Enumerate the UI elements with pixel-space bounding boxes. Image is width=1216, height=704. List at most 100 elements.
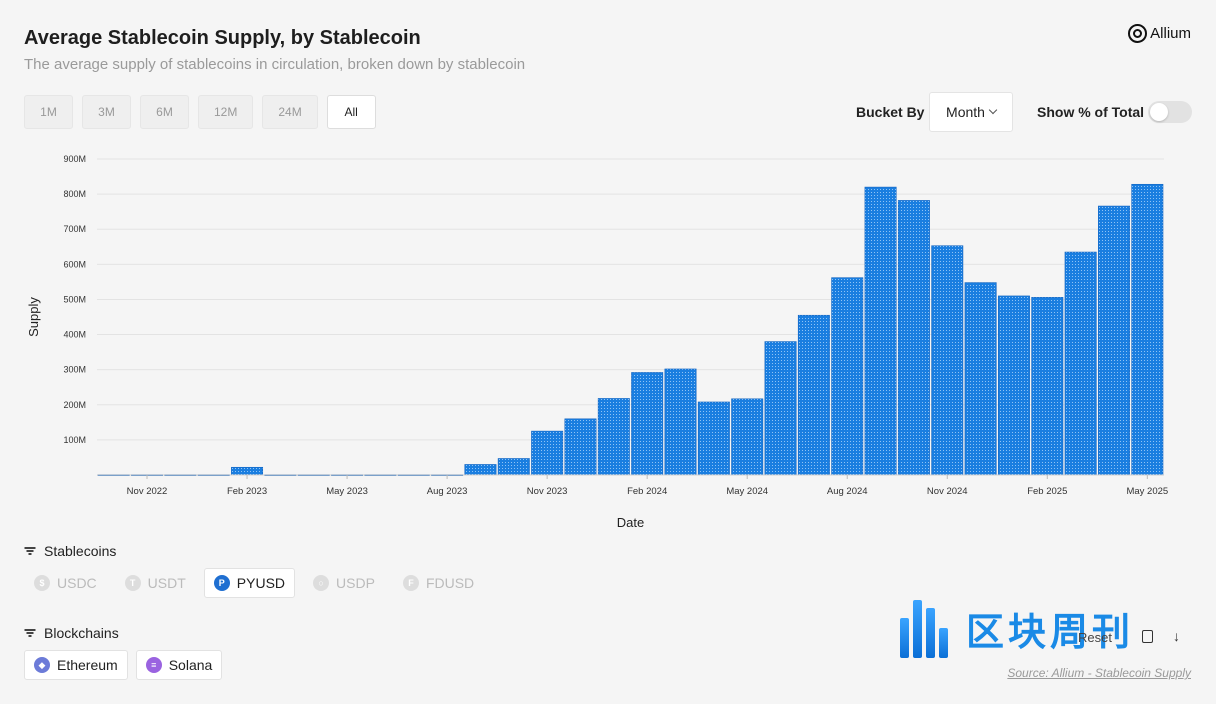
toggle-knob <box>1150 103 1168 121</box>
watermark-text: 区块周刊 <box>966 611 1135 654</box>
chip-ethereum[interactable]: ◆ Ethereum <box>24 650 128 680</box>
bar-jun-2024 <box>764 341 797 476</box>
y-tick-label: 800M <box>63 189 86 199</box>
bar-mar-2025 <box>1064 251 1097 476</box>
ethereum-icon: ◆ <box>34 657 50 673</box>
stablecoins-label: Stablecoins <box>44 543 117 559</box>
chevron-down-icon <box>988 105 998 115</box>
x-tick-label: May 2024 <box>726 486 768 497</box>
chip-usdt-label: USDT <box>147 575 186 591</box>
bucket-by-select[interactable]: Month <box>929 92 1013 132</box>
y-tick-label: 500M <box>63 294 86 304</box>
x-axis-title: Date <box>617 515 644 530</box>
chip-usdp-label: USDP <box>336 575 375 591</box>
allium-logo-text: Allium <box>1150 25 1191 42</box>
bar-apr-2025 <box>1098 205 1130 476</box>
bar-feb-2024 <box>631 372 664 476</box>
chip-usdc[interactable]: $ USDC <box>24 568 107 598</box>
show-percent-label: Show % of Total <box>1037 104 1145 120</box>
x-tick-label: Nov 2023 <box>527 486 568 497</box>
copy-icon[interactable] <box>1142 630 1153 643</box>
solana-icon: ≡ <box>145 657 162 673</box>
x-tick-label: Feb 2023 <box>227 486 267 497</box>
download-icon[interactable]: ↓ <box>1173 628 1180 644</box>
bar-feb-2025 <box>1031 297 1064 476</box>
bar-apr-2024 <box>697 401 730 476</box>
x-tick-label: Nov 2022 <box>127 486 168 497</box>
x-tick-label: Aug 2024 <box>827 486 868 497</box>
blockchain-chips: ◆ Ethereum ≡ Solana <box>24 650 223 680</box>
blockchains-section: Blockchains <box>24 625 119 641</box>
bucket-by-label: Bucket By <box>856 104 925 120</box>
bar-oct-2023 <box>497 458 530 476</box>
bar-may-2024 <box>731 398 764 476</box>
allium-logo: Allium <box>1128 24 1191 43</box>
stablecoins-section: Stablecoins <box>24 543 116 559</box>
allium-logo-icon <box>1128 24 1148 43</box>
bar-dec-2023 <box>564 418 597 476</box>
y-tick-label: 600M <box>63 259 86 269</box>
x-tick-label: Aug 2023 <box>427 486 468 497</box>
y-tick-label: 400M <box>63 330 86 340</box>
chip-solana[interactable]: ≡ Solana <box>135 650 223 680</box>
chip-usdp[interactable]: ○ USDP <box>303 568 385 598</box>
bar-oct-2024 <box>897 200 930 476</box>
x-tick-label: May 2025 <box>1126 486 1168 497</box>
chart-subtitle: The average supply of stablecoins in cir… <box>24 56 526 73</box>
y-tick-label: 100M <box>63 435 86 445</box>
range-button-12m[interactable]: 12M <box>198 95 254 129</box>
watermark-logo: 区块周刊 <box>900 598 1134 658</box>
x-tick-label: Nov 2024 <box>927 486 968 497</box>
usdc-icon: $ <box>34 575 50 591</box>
y-tick-label: 900M <box>63 154 86 164</box>
chip-ethereum-label: Ethereum <box>57 657 118 673</box>
chip-fdusd-label: FDUSD <box>425 575 475 591</box>
y-tick-label: 700M <box>63 224 86 234</box>
blockchains-label: Blockchains <box>44 625 119 641</box>
stablecoin-chips: $ USDC T USDT P PYUSD ○ USDP F FDUSD <box>24 568 484 598</box>
bar-jan-2025 <box>997 295 1030 476</box>
watermark-bars-icon <box>900 598 952 658</box>
range-button-24m[interactable]: 24M <box>262 95 318 129</box>
chip-solana-label: Solana <box>168 657 213 673</box>
range-button-6m[interactable]: 6M <box>140 95 189 129</box>
pyusd-icon: P <box>213 575 230 591</box>
range-button-3m[interactable]: 3M <box>82 95 131 129</box>
bar-sep-2024 <box>864 186 897 476</box>
bar-jan-2024 <box>597 398 630 476</box>
bar-nov-2024 <box>931 245 964 476</box>
bar-mar-2024 <box>664 368 697 476</box>
bar-feb-2023 <box>231 466 264 476</box>
bar-aug-2024 <box>831 277 864 476</box>
y-tick-label: 300M <box>63 365 86 375</box>
usdt-icon: T <box>124 575 141 591</box>
x-tick-label: Feb 2024 <box>627 486 667 497</box>
usdp-icon: ○ <box>313 575 330 591</box>
range-button-1m[interactable]: 1M <box>24 95 73 129</box>
bar-dec-2024 <box>964 282 997 476</box>
chip-pyusd[interactable]: P PYUSD <box>203 568 296 598</box>
bar-sep-2023 <box>464 464 497 476</box>
filter-icon <box>24 547 35 555</box>
y-axis-title: Supply <box>26 297 41 337</box>
chip-usdt[interactable]: T USDT <box>115 568 196 598</box>
range-button-all[interactable]: All <box>326 95 376 129</box>
y-tick-label: 200M <box>63 400 86 410</box>
time-range-selector: 1M 3M 6M 12M 24M All <box>24 95 376 129</box>
x-tick-label: Feb 2025 <box>1027 486 1067 497</box>
bar-may-2025 <box>1131 183 1164 476</box>
supply-bar-chart: 100M 200M 300M 400M 500M 600M 700M 800M 900M Nov … <box>26 154 1168 530</box>
source-link[interactable]: Source: Allium - Stablecoin Supply <box>1007 666 1191 680</box>
show-percent-toggle[interactable] <box>1148 101 1192 123</box>
chip-usdc-label: USDC <box>57 575 97 591</box>
bucket-by-value: Month <box>946 104 985 120</box>
x-tick-label: May 2023 <box>326 486 368 497</box>
fdusd-icon: F <box>402 575 419 591</box>
bar-nov-2023 <box>531 430 564 476</box>
reset-button[interactable]: Reset <box>1078 630 1112 645</box>
chip-fdusd[interactable]: F FDUSD <box>393 568 484 598</box>
filter-icon <box>24 629 35 637</box>
chip-pyusd-label: PYUSD <box>236 575 286 591</box>
chart-title: Average Stablecoin Supply, by Stablecoin <box>24 27 421 49</box>
bar-jul-2024 <box>797 314 830 476</box>
